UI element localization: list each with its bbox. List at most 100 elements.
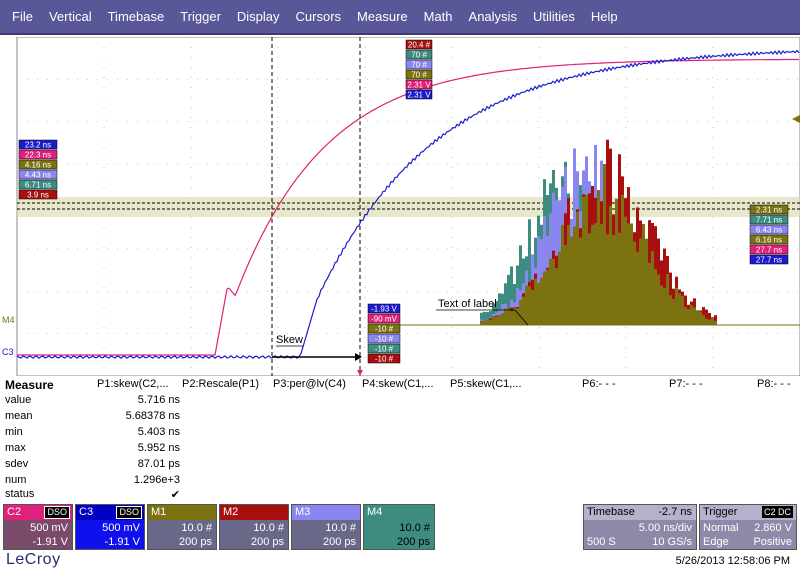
menu-measure[interactable]: Measure bbox=[357, 9, 408, 24]
m1-histogram-bar bbox=[711, 318, 714, 325]
value-tag bbox=[749, 224, 789, 235]
m4-histogram-bar bbox=[528, 219, 531, 325]
m1-histogram-bar bbox=[666, 273, 669, 325]
menu-display[interactable]: Display bbox=[236, 9, 280, 24]
value-tag bbox=[18, 179, 58, 190]
m4-offset-marker[interactable]: M4 bbox=[2, 315, 15, 325]
m1-histogram-bar bbox=[537, 282, 540, 325]
waveform-display[interactable]: Skew Text of label C3 M4 23.2 ns 22.3 ns 4… bbox=[0, 37, 800, 376]
skew-label: Skew bbox=[276, 334, 303, 346]
measure-table: Measure P1:skew(C2,... P2:Rescale(P1) P3… bbox=[0, 376, 800, 504]
m1-histogram-bar bbox=[591, 224, 594, 325]
channel-name: M4 bbox=[367, 506, 383, 518]
channel-offset: -1.91 V bbox=[104, 536, 140, 548]
m1-histogram-bar bbox=[630, 223, 633, 325]
menu-analysis[interactable]: Analysis bbox=[468, 9, 517, 24]
m1-histogram-bar bbox=[645, 238, 648, 325]
m1-histogram-bar bbox=[576, 211, 579, 325]
m4-histogram-bar bbox=[519, 245, 522, 325]
m1-histogram-bar bbox=[528, 286, 531, 325]
timebase-samples: 500 S bbox=[587, 536, 616, 548]
value-tag bbox=[405, 69, 433, 80]
channel-m4-box[interactable]: M4 10.0 # 200 ps bbox=[363, 504, 435, 550]
timestamp: 5/26/2013 12:58:06 PM bbox=[675, 555, 790, 567]
value-tag bbox=[749, 204, 789, 215]
menu-utilities[interactable]: Utilities bbox=[532, 9, 575, 24]
measure-title: Measure bbox=[5, 378, 54, 392]
param-p4[interactable]: P4:skew(C1,... bbox=[362, 378, 434, 390]
brand-logo: LeCroy bbox=[6, 551, 61, 568]
value-tag-text: 20.4 # bbox=[408, 41, 431, 50]
timebase-delay: -2.7 ns bbox=[658, 506, 692, 518]
m1-histogram-bar bbox=[501, 313, 504, 325]
m1-histogram-bar bbox=[714, 320, 717, 325]
value-tag bbox=[367, 313, 401, 324]
trigger-slope: Positive bbox=[753, 536, 792, 548]
value-tag-text: 6.71 ns bbox=[25, 181, 51, 190]
menu-cursors[interactable]: Cursors bbox=[295, 9, 342, 24]
trigger-type: Edge bbox=[703, 536, 729, 548]
channel-m2-box[interactable]: M2 10.0 # 200 ps bbox=[219, 504, 289, 550]
value-tag-text: -10 # bbox=[375, 335, 394, 344]
menu-timebase[interactable]: Timebase bbox=[107, 9, 165, 24]
channel-c2-box[interactable]: C2 DSO 500 mV -1.91 V bbox=[3, 504, 73, 550]
channel-m3-box[interactable]: M3 10.0 # 200 ps bbox=[291, 504, 361, 550]
menu-help[interactable]: Help bbox=[590, 9, 618, 24]
value-tag-text: -10 # bbox=[375, 325, 394, 334]
menu-file[interactable]: File bbox=[12, 9, 33, 24]
timebase-rate: 10 GS/s bbox=[652, 536, 692, 548]
m1-histogram-bar bbox=[642, 224, 645, 325]
trigger-box[interactable]: Trigger C2 DC Normal 2.860 V Edge Positiv… bbox=[699, 504, 797, 550]
channel-scale: 10.0 # bbox=[399, 522, 430, 534]
param-p3[interactable]: P3:per@lv(C4) bbox=[273, 378, 346, 390]
c3-offset-marker[interactable]: C3 bbox=[2, 347, 14, 357]
m1-histogram-bar bbox=[627, 223, 630, 325]
skew-arrowhead bbox=[355, 353, 362, 361]
menu-vertical[interactable]: Vertical bbox=[48, 9, 92, 24]
value-tag bbox=[405, 79, 433, 90]
channel-name: M1 bbox=[151, 506, 167, 518]
m1-histogram-bar bbox=[513, 308, 516, 325]
channel-c3-box[interactable]: C3 DSO 500 mV -1.91 V bbox=[75, 504, 145, 550]
channel-name: C3 bbox=[79, 506, 94, 518]
param-p5[interactable]: P5:skew(C1,... bbox=[450, 378, 522, 390]
m1-histogram-bar bbox=[699, 311, 702, 325]
channel-offset: 200 ps bbox=[250, 536, 284, 548]
m1-histogram-bar bbox=[498, 314, 501, 325]
m1-histogram-bar bbox=[579, 237, 582, 325]
value-tag-text: -1.93 V bbox=[371, 305, 397, 314]
value-tag-text: 6.16 ns bbox=[756, 236, 782, 245]
m1-histogram-bar bbox=[588, 233, 591, 325]
row-label: mean bbox=[5, 410, 33, 422]
m1-histogram-bar bbox=[558, 251, 561, 325]
timebase-box[interactable]: Timebase -2.7 ns 5.00 ns/div 500 S 10 GS/… bbox=[583, 504, 697, 550]
param-p2[interactable]: P2:Rescale(P1) bbox=[182, 378, 260, 390]
value-tag bbox=[367, 323, 401, 334]
value-tag-text: -10 # bbox=[375, 345, 394, 354]
param-p7[interactable]: P7:- - - bbox=[669, 378, 703, 390]
value-tag bbox=[18, 139, 58, 150]
m1-histogram-bar bbox=[687, 309, 690, 325]
m1-histogram-bar bbox=[504, 308, 507, 325]
m2-histogram-bar bbox=[606, 139, 609, 325]
value-tag bbox=[367, 343, 401, 354]
param-p1[interactable]: P1:skew(C2,... bbox=[97, 378, 169, 390]
value-tag bbox=[18, 169, 58, 180]
value-tag-text: 7.71 ns bbox=[756, 216, 782, 225]
m1-histogram-bar bbox=[522, 296, 525, 325]
m1-histogram-bar bbox=[486, 320, 489, 325]
m1-histogram-bar bbox=[621, 194, 624, 325]
value-tag-text: 22.3 ns bbox=[25, 151, 51, 160]
m1-histogram-bar bbox=[525, 285, 528, 325]
c3-trace bbox=[16, 49, 800, 359]
m4-histogram-bar bbox=[480, 312, 483, 325]
menu-math[interactable]: Math bbox=[423, 9, 453, 24]
m1-histogram-bar bbox=[618, 232, 621, 325]
param-p8[interactable]: P8:- - - bbox=[757, 378, 791, 390]
channel-offset: -1.91 V bbox=[32, 536, 68, 548]
menu-trigger[interactable]: Trigger bbox=[180, 9, 221, 24]
param-p6[interactable]: P6:- - - bbox=[582, 378, 616, 390]
channel-offset: 200 ps bbox=[396, 536, 430, 548]
channel-m1-box[interactable]: M1 10.0 # 200 ps bbox=[147, 504, 217, 550]
measure-row-status: status ✔ bbox=[0, 488, 800, 504]
